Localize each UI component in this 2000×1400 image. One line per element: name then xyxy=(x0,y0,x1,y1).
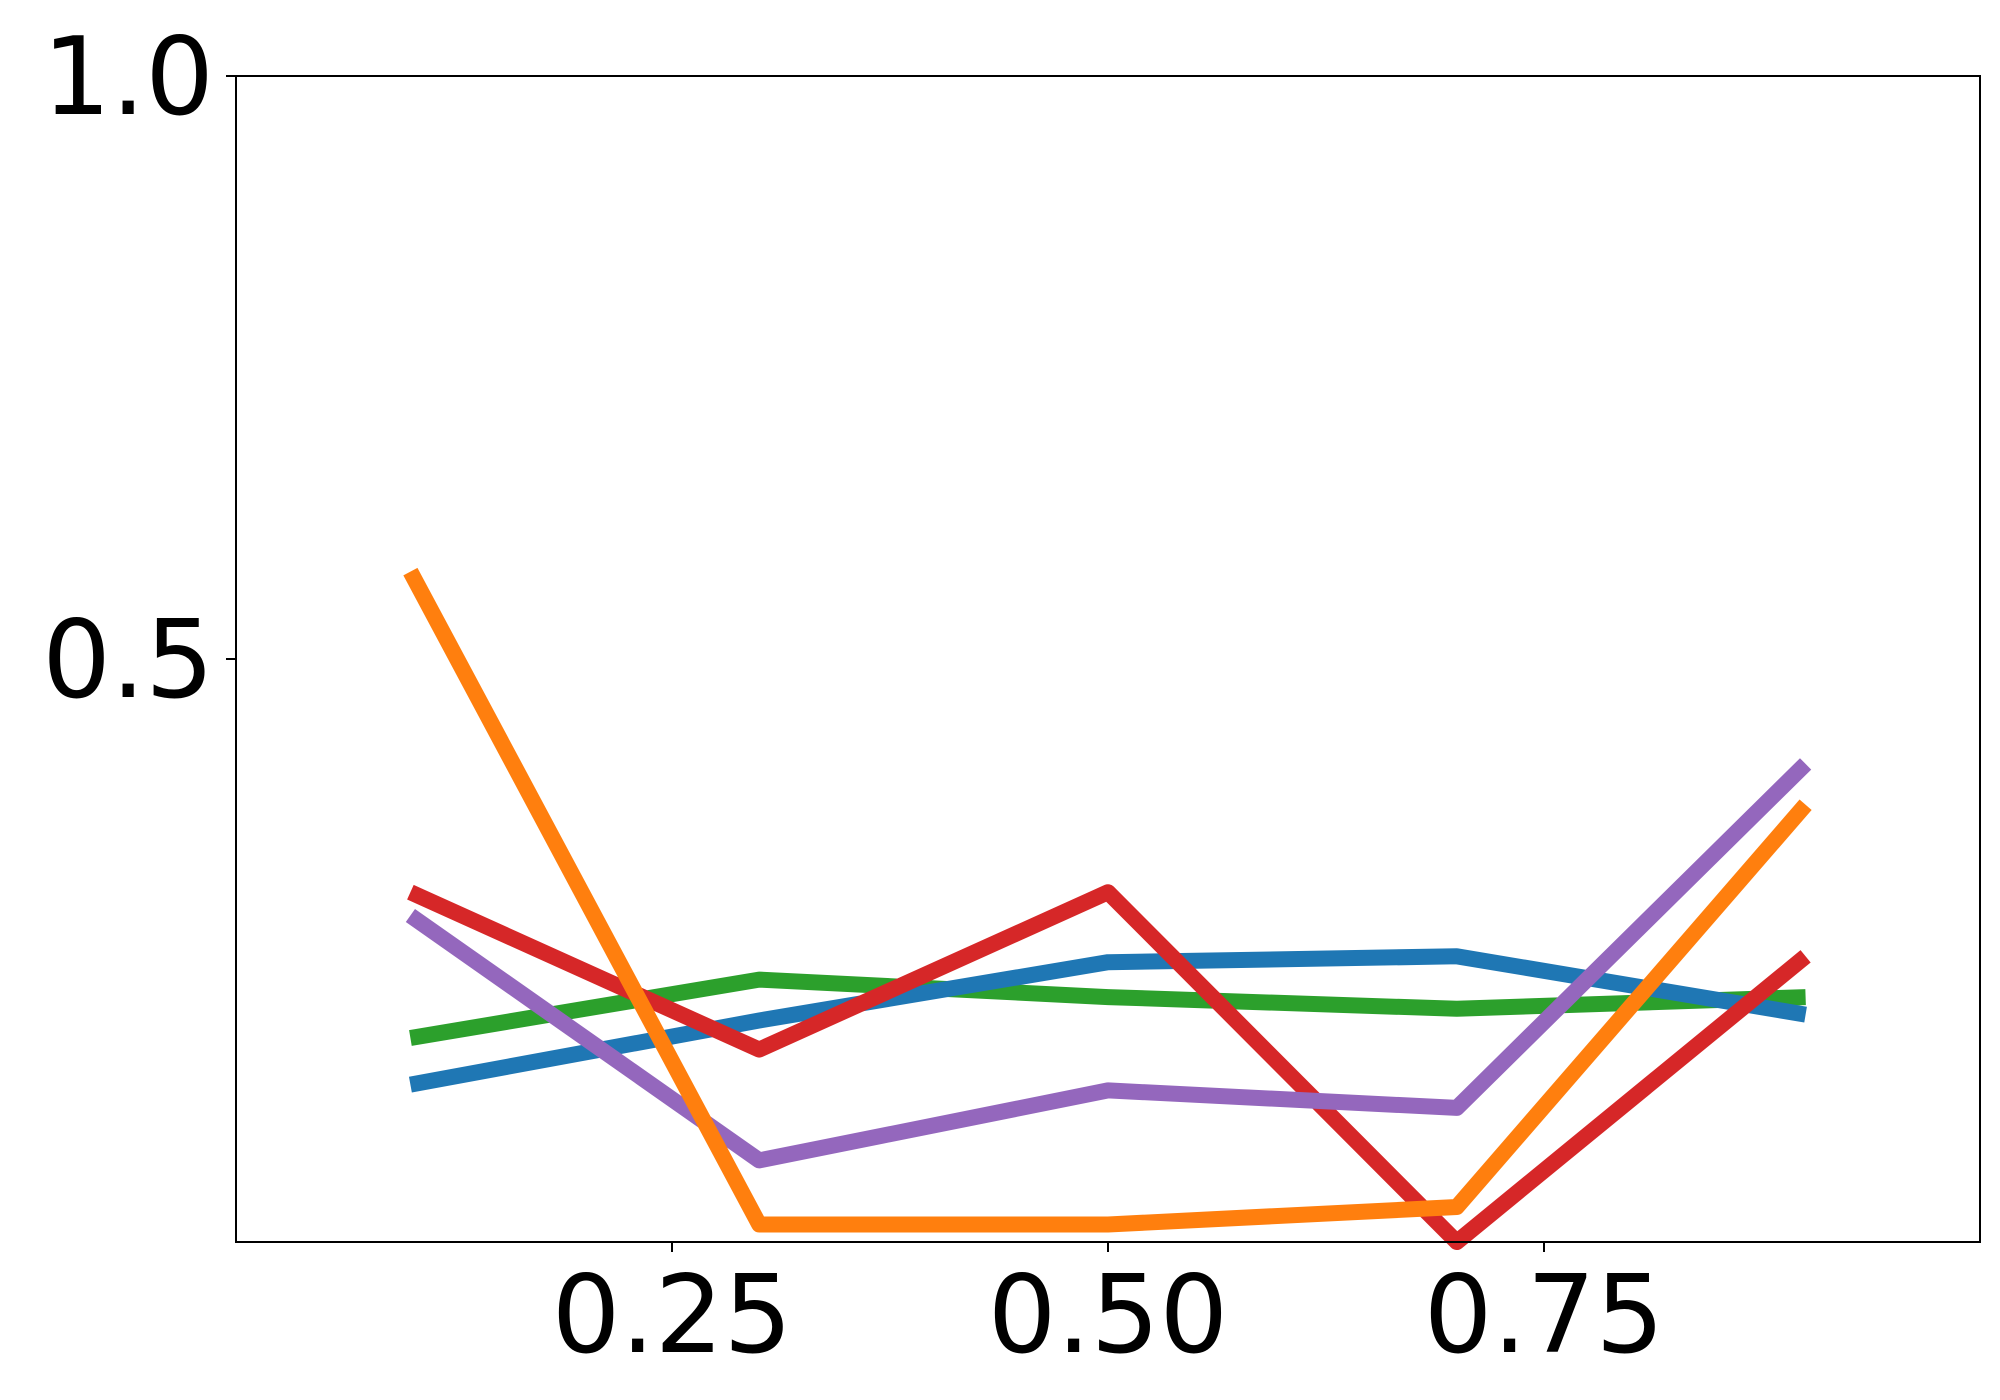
x-tick-label-2: 0.50 xyxy=(988,1253,1228,1378)
y-axis: 0.5 1.0 xyxy=(42,15,236,723)
series-line-5 xyxy=(403,567,1812,1233)
y-tick-label-2: 1.0 xyxy=(42,15,214,140)
x-axis: 0.25 0.50 0.75 xyxy=(552,1242,1664,1378)
y-tick-label-1: 0.5 xyxy=(42,598,214,723)
series-layer xyxy=(403,567,1812,1250)
series-line-4 xyxy=(405,758,1812,1169)
x-tick-label-3: 0.75 xyxy=(1424,1253,1664,1378)
series-line-2 xyxy=(408,948,1807,1093)
x-tick-label-1: 0.25 xyxy=(552,1253,792,1378)
